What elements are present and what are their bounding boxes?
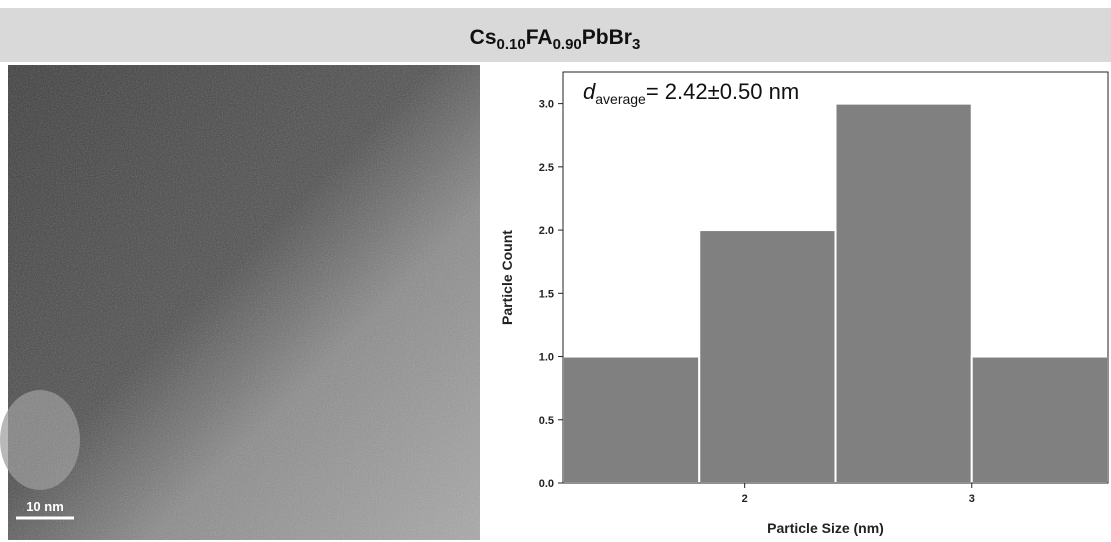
scale-bar-label: 10 nm xyxy=(26,499,64,514)
title-part: Cs xyxy=(470,26,497,49)
y-tick-label: 2.5 xyxy=(539,162,554,174)
x-tick-label: 3 xyxy=(969,493,975,505)
annotation: daverage= 2.42±0.50 nm xyxy=(583,79,799,107)
tem-image: 10 nm xyxy=(0,65,480,540)
bar xyxy=(970,355,1109,484)
y-tick-label: 0.5 xyxy=(539,415,554,427)
y-tick-label: 3.0 xyxy=(539,99,554,111)
header-title: Cs0.10FA0.90PbBr3 xyxy=(470,26,641,53)
x-tick-label: 2 xyxy=(742,493,748,505)
bar xyxy=(562,355,701,484)
bar xyxy=(834,102,973,484)
title-sub: 0.90 xyxy=(553,36,582,53)
title-part: FA xyxy=(526,26,553,49)
plot-frame xyxy=(562,71,1109,484)
bar xyxy=(698,229,837,484)
annotation-sub: average xyxy=(595,91,646,107)
title-sub: 0.10 xyxy=(497,36,526,53)
y-tick-label: 2.0 xyxy=(539,225,554,237)
y-tick-label: 1.0 xyxy=(539,352,554,364)
header-band xyxy=(0,8,1111,62)
y-axis-label: Particle Count xyxy=(499,230,515,325)
title-part: PbBr xyxy=(582,26,632,49)
histogram: 0.0 0.5 1.0 1.5 2.0 2.5 3.0 2 3 Particle Size (nm… xyxy=(499,71,1109,536)
title-sub: 3 xyxy=(632,36,640,53)
annotation-text: = 2.42±0.50 nm xyxy=(646,79,799,104)
y-tick-label: 0.0 xyxy=(539,478,554,490)
annotation-symbol: d xyxy=(583,79,596,104)
y-tick-label: 1.5 xyxy=(539,288,554,300)
x-axis-label: Particle Size (nm) xyxy=(767,520,884,536)
